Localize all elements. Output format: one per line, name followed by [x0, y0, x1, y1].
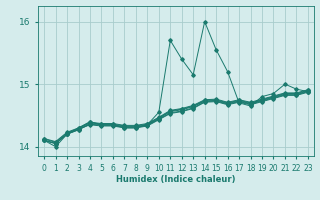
X-axis label: Humidex (Indice chaleur): Humidex (Indice chaleur) — [116, 175, 236, 184]
